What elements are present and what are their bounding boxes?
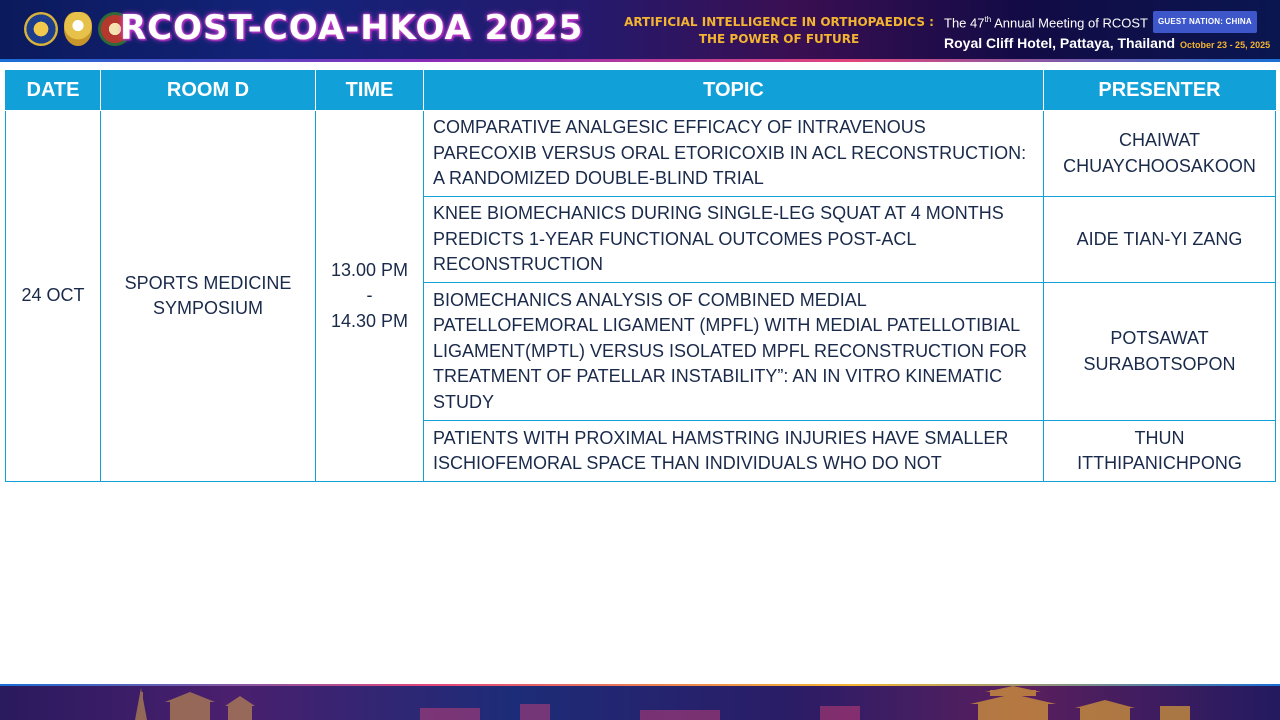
theme-line-1: ARTIFICIAL INTELLIGENCE IN ORTHOPAEDICS … xyxy=(624,15,934,29)
venue: Royal Cliff Hotel, Pattaya, Thailand xyxy=(944,35,1176,51)
table-row: 24 OCT SPORTS MEDICINE SYMPOSIUM 13.00 P… xyxy=(5,110,1276,482)
topic-cell: KNEE BIOMECHANICS DURING SINGLE-LEG SQUA… xyxy=(423,196,1044,283)
topic-cell: PATIENTS WITH PROXIMAL HAMSTRING INJURIE… xyxy=(423,420,1044,482)
theme-line-2: THE POWER OF FUTURE xyxy=(698,32,860,46)
time-cell: 13.00 PM - 14.30 PM xyxy=(315,110,424,482)
column-header-time: TIME xyxy=(315,70,424,111)
room-name: SPORTS MEDICINE SYMPOSIUM xyxy=(124,272,292,319)
presenter-cell: AIDE TIAN-YI ZANG xyxy=(1043,196,1276,283)
topic-cell: BIOMECHANICS ANALYSIS OF COMBINED MEDIAL… xyxy=(423,282,1044,421)
column-header-topic: TOPIC xyxy=(423,70,1044,111)
meeting-prefix: The 47 xyxy=(944,15,985,31)
time-end: 14.30 PM xyxy=(330,310,409,331)
column-header-date: DATE xyxy=(5,70,101,111)
presenter-cell: CHAIWAT CHUAYCHOOSAKOON xyxy=(1043,110,1276,197)
conference-title: RCOST-COA-HKOA 2025 xyxy=(120,8,584,48)
topic-cell: COMPARATIVE ANALGESIC EFFICACY OF INTRAV… xyxy=(423,110,1044,197)
meeting-name: The 47th Annual Meeting of RCOST GUEST N… xyxy=(944,11,1264,33)
meeting-suffix: Annual Meeting of RCOST xyxy=(994,15,1148,31)
time-separator: - xyxy=(366,285,373,306)
meeting-info: The 47th Annual Meeting of RCOST GUEST N… xyxy=(944,11,1270,55)
table-row: BIOMECHANICS ANALYSIS OF COMBINED MEDIAL… xyxy=(6,282,1276,421)
table-row: KNEE BIOMECHANICS DURING SINGLE-LEG SQUA… xyxy=(6,196,1276,283)
footer-skyline-banner xyxy=(0,684,1280,720)
meeting-ordinal: th xyxy=(984,15,992,25)
meeting-venue-line: Royal Cliff Hotel, Pattaya, Thailand Oct… xyxy=(944,33,1270,55)
society-seal-logo xyxy=(98,12,132,46)
table-row: PATIENTS WITH PROXIMAL HAMSTRING INJURIE… xyxy=(6,420,1276,482)
column-header-room: ROOM D xyxy=(100,70,316,111)
skyline-illustration xyxy=(135,686,1190,720)
schedule-table: DATE ROOM D TIME TOPIC PRESENTER 24 OCT … xyxy=(5,70,1276,482)
conference-banner: RCOST-COA-HKOA 2025 ARTIFICIAL INTELLIGE… xyxy=(0,0,1280,62)
presenter-cell: THUN ITTHIPANICHPONG xyxy=(1043,420,1276,482)
column-header-presenter: PRESENTER xyxy=(1043,70,1276,111)
conference-theme: ARTIFICIAL INTELLIGENCE IN ORTHOPAEDICS … xyxy=(620,14,938,48)
room-cell: SPORTS MEDICINE SYMPOSIUM xyxy=(100,110,316,482)
crest-logo xyxy=(64,12,92,46)
presenter-cell: POTSAWAT SURABOTSOPON xyxy=(1043,282,1276,421)
rcost-seal-logo xyxy=(24,12,58,46)
meeting-dates: October 23 - 25, 2025 xyxy=(1180,40,1271,50)
logo-group xyxy=(24,12,132,46)
time-start: 13.00 PM xyxy=(330,259,409,280)
table-header-row: DATE ROOM D TIME TOPIC PRESENTER xyxy=(5,70,1276,111)
date-cell: 24 OCT xyxy=(5,110,101,482)
guest-nation-badge: GUEST NATION: CHINA xyxy=(1152,11,1257,33)
